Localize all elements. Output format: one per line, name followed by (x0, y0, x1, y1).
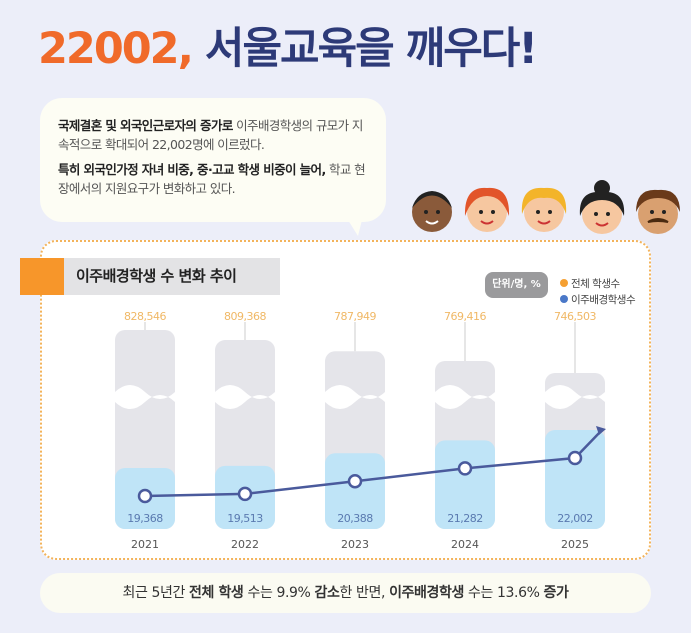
face-icon (521, 187, 567, 232)
data-point (137, 488, 153, 504)
migrant-value-label: 20,388 (337, 512, 373, 525)
page-title: 22002, 서울교육을 깨우다! (38, 24, 538, 74)
axis-break (545, 385, 605, 409)
data-point (237, 486, 253, 502)
total-value-label: 809,368 (224, 310, 266, 323)
summary-footer: 최근 5년간 전체 학생 수는 9.9% 감소한 반면, 이주배경학생 수는 1… (40, 573, 651, 613)
face-icon (636, 189, 680, 234)
legend-dot-icon (560, 279, 568, 287)
face-icon (464, 187, 510, 232)
axis-break (115, 385, 175, 409)
axis-break (435, 385, 495, 409)
year-label: 2022 (231, 538, 259, 551)
migrant-value-label: 19,368 (127, 512, 163, 525)
unit-badge: 단위/명, % (485, 272, 548, 298)
total-value-label: 787,949 (334, 310, 376, 323)
summary-bubble: 국제결혼 및 외국인근로자의 증가로 이주배경학생의 규모가 지속적으로 확대되… (40, 98, 386, 236)
year-label: 2024 (451, 538, 479, 551)
face-icon (579, 180, 625, 234)
student-faces-illustration (412, 180, 680, 234)
data-point (347, 474, 363, 489)
total-value-label: 769,416 (444, 310, 486, 323)
year-label: 2023 (341, 538, 369, 551)
header-accent (20, 258, 64, 295)
axis-break (215, 385, 275, 409)
axis-break (325, 385, 385, 409)
total-value-label: 746,503 (554, 310, 596, 323)
total-value-label: 828,546 (124, 310, 166, 323)
data-point (567, 450, 583, 466)
arrow-head-icon (596, 426, 606, 435)
migrant-bar (325, 453, 385, 529)
legend-dot-icon (560, 295, 568, 303)
migrant-value-label: 21,282 (447, 512, 483, 525)
face-icon (412, 191, 452, 232)
migrant-value-label: 19,513 (227, 512, 263, 525)
legend-item-migrant: 이주배경학생수 (560, 292, 636, 307)
migrant-value-label: 22,002 (557, 512, 593, 525)
data-point (457, 461, 473, 476)
year-label: 2021 (131, 538, 159, 551)
chart-title: 이주배경학생 수 변화 추이 (64, 258, 280, 295)
migrant-bar (545, 430, 605, 529)
migrant-bar (435, 440, 495, 529)
legend-item-total: 전체 학생수 (560, 276, 620, 291)
year-label: 2025 (561, 538, 589, 551)
